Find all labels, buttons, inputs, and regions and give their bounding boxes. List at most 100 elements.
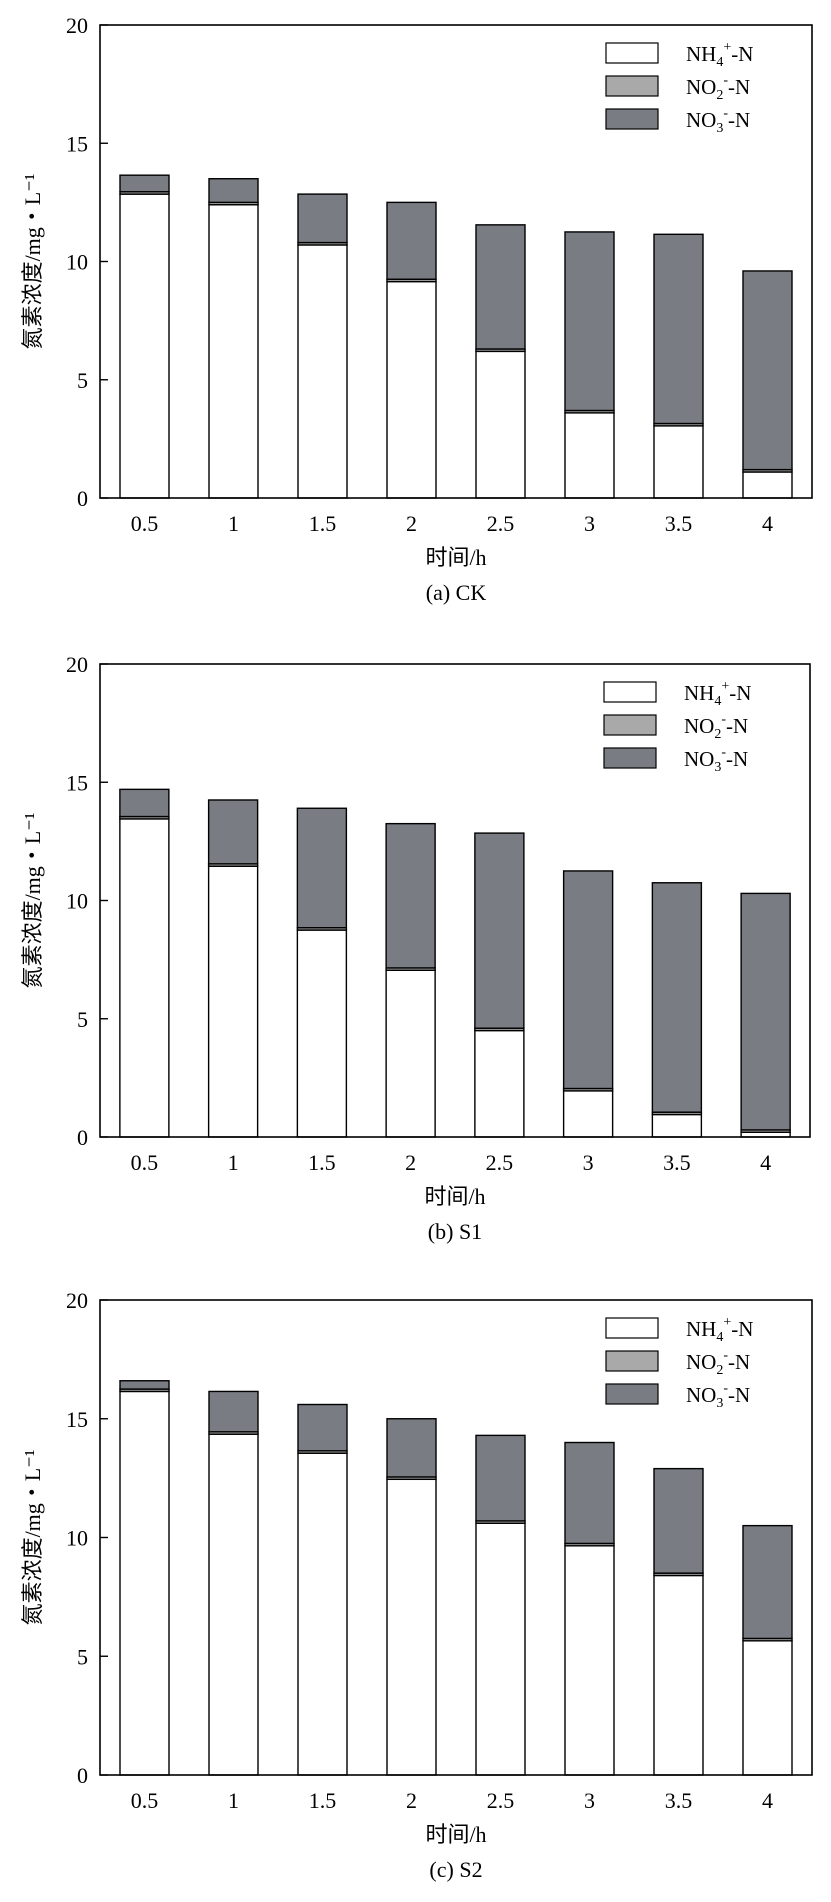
bar-nh4-3 bbox=[296, 929, 348, 1138]
bar-no3-6 bbox=[562, 870, 614, 1090]
bar-nh4-7 bbox=[651, 1113, 703, 1138]
bar-nh4-1 bbox=[119, 1390, 170, 1776]
bar-no3-8 bbox=[742, 270, 793, 471]
x-tick-label: 3.5 bbox=[663, 1150, 691, 1175]
legend-label-no3: NO3--N bbox=[686, 106, 750, 136]
bar-no3-8 bbox=[740, 892, 791, 1131]
bar-no3-1 bbox=[119, 788, 170, 818]
bar-no3-1 bbox=[119, 1380, 170, 1390]
bar-no3-1 bbox=[119, 174, 170, 193]
bar-nh4-4 bbox=[385, 969, 436, 1138]
bar-no3-3 bbox=[297, 1403, 348, 1452]
bar-no3-3 bbox=[296, 807, 348, 929]
x-tick-label: 2 bbox=[406, 1788, 417, 1813]
x-tick-label: 1 bbox=[228, 511, 239, 536]
bar-no3-7 bbox=[651, 882, 703, 1113]
bar-nh4-7 bbox=[653, 1574, 704, 1776]
x-tick-label: 2.5 bbox=[487, 1788, 515, 1813]
x-tick-label: 0.5 bbox=[131, 511, 159, 536]
bar-no3-7 bbox=[653, 233, 704, 425]
y-tick-label: 0 bbox=[77, 1125, 88, 1150]
bar-no3-2 bbox=[207, 799, 259, 865]
x-tick-label: 3 bbox=[583, 1150, 594, 1175]
bar-nh4-5 bbox=[475, 1522, 526, 1776]
y-tick-label: 20 bbox=[66, 13, 88, 38]
y-tick-label: 10 bbox=[66, 889, 88, 914]
y-tick-label: 15 bbox=[66, 131, 88, 156]
y-tick-label: 15 bbox=[66, 1407, 88, 1432]
x-axis-title: 时间/h bbox=[425, 1822, 486, 1847]
x-tick-label: 1.5 bbox=[309, 511, 337, 536]
bar-nh4-6 bbox=[564, 1545, 615, 1776]
bar-no3-5 bbox=[475, 224, 526, 350]
y-tick-label: 20 bbox=[66, 652, 88, 677]
panel-caption: (a) CK bbox=[426, 580, 487, 605]
bar-no3-4 bbox=[386, 201, 437, 280]
bar-no3-2 bbox=[208, 1390, 259, 1433]
bar-nh4-1 bbox=[119, 193, 170, 499]
x-tick-label: 4 bbox=[760, 1150, 771, 1175]
chart-panel-3: 0 5 10 15 20 0.5 1 1.5 2 2.5 3 3.5 4 时间/h (c) S2 氮素浓度/m… bbox=[20, 1288, 813, 1882]
bar-no3-4 bbox=[386, 1418, 437, 1478]
y-axis-title: 氮素浓度/mg・L⁻¹ bbox=[20, 1450, 45, 1626]
legend-swatch-no3 bbox=[605, 1383, 659, 1405]
bar-nh4-4 bbox=[386, 1478, 437, 1776]
bar-no3-4 bbox=[385, 822, 436, 969]
y-axis-title: 氮素浓度/mg・L⁻¹ bbox=[20, 174, 45, 350]
bar-nh4-8 bbox=[742, 1640, 793, 1776]
x-tick-label: 0.5 bbox=[131, 1788, 159, 1813]
bar-nh4-2 bbox=[208, 204, 259, 499]
bar-nh4-5 bbox=[474, 1029, 525, 1138]
bar-no3-2 bbox=[208, 178, 259, 204]
y-tick-label: 20 bbox=[66, 1288, 88, 1313]
legend-swatch-no3 bbox=[605, 108, 659, 130]
bar-no3-6 bbox=[564, 1441, 615, 1545]
legend-swatch-no2 bbox=[605, 75, 659, 97]
bar-no3-3 bbox=[297, 193, 348, 244]
x-tick-label: 2 bbox=[406, 511, 417, 536]
y-axis-title: 氮素浓度/mg・L⁻¹ bbox=[20, 813, 45, 989]
legend-swatch-nh4 bbox=[603, 681, 657, 703]
bar-nh4-5 bbox=[475, 350, 526, 499]
legend-label-nh4: NH4+-N bbox=[686, 1315, 753, 1345]
y-tick-label: 10 bbox=[66, 1526, 88, 1551]
bar-no3-8 bbox=[742, 1524, 793, 1640]
x-tick-label: 2.5 bbox=[486, 1150, 514, 1175]
bar-nh4-2 bbox=[208, 1433, 259, 1776]
bar-nh4-3 bbox=[297, 1452, 348, 1776]
y-tick-label: 5 bbox=[77, 1644, 88, 1669]
bar-nh4-2 bbox=[207, 865, 259, 1138]
legend-label-nh4: NH4+-N bbox=[684, 679, 751, 709]
x-tick-label: 0.5 bbox=[131, 1150, 159, 1175]
legend-swatch-no2 bbox=[605, 1350, 659, 1372]
legend-swatch-no3 bbox=[603, 747, 657, 769]
x-tick-label: 1 bbox=[228, 1788, 239, 1813]
panel-caption: (c) S2 bbox=[429, 1857, 482, 1882]
x-tick-label: 3 bbox=[584, 511, 595, 536]
bar-nh4-1 bbox=[119, 818, 170, 1138]
x-tick-label: 3.5 bbox=[665, 1788, 693, 1813]
bar-nh4-6 bbox=[562, 1090, 614, 1138]
y-tick-label: 5 bbox=[77, 368, 88, 393]
x-tick-label: 2.5 bbox=[487, 511, 515, 536]
x-tick-label: 1.5 bbox=[309, 1788, 337, 1813]
chart-panel-2: 0 5 10 15 20 0.5 1 1.5 2 2.5 3 3.5 4 时间/h (b) S1 氮素浓度/m… bbox=[20, 652, 811, 1244]
legend-label-no2: NO2--N bbox=[684, 712, 748, 742]
bar-nh4-6 bbox=[564, 412, 615, 499]
y-tick-label: 10 bbox=[66, 250, 88, 275]
x-axis-title: 时间/h bbox=[424, 1184, 485, 1209]
legend-label-no3: NO3--N bbox=[686, 1381, 750, 1411]
legend-label-no2: NO2--N bbox=[686, 1348, 750, 1378]
legend-label-no2: NO2--N bbox=[686, 73, 750, 103]
panel-caption: (b) S1 bbox=[428, 1219, 482, 1244]
legend-swatch-nh4 bbox=[605, 42, 659, 64]
y-tick-label: 0 bbox=[77, 1763, 88, 1788]
y-tick-label: 0 bbox=[77, 486, 88, 511]
x-tick-label: 2 bbox=[405, 1150, 416, 1175]
y-tick-label: 5 bbox=[77, 1007, 88, 1032]
legend-label-no3: NO3--N bbox=[684, 745, 748, 775]
x-tick-label: 4 bbox=[762, 511, 773, 536]
x-tick-label: 3.5 bbox=[665, 511, 693, 536]
x-tick-label: 1.5 bbox=[308, 1150, 336, 1175]
x-tick-label: 3 bbox=[584, 1788, 595, 1813]
